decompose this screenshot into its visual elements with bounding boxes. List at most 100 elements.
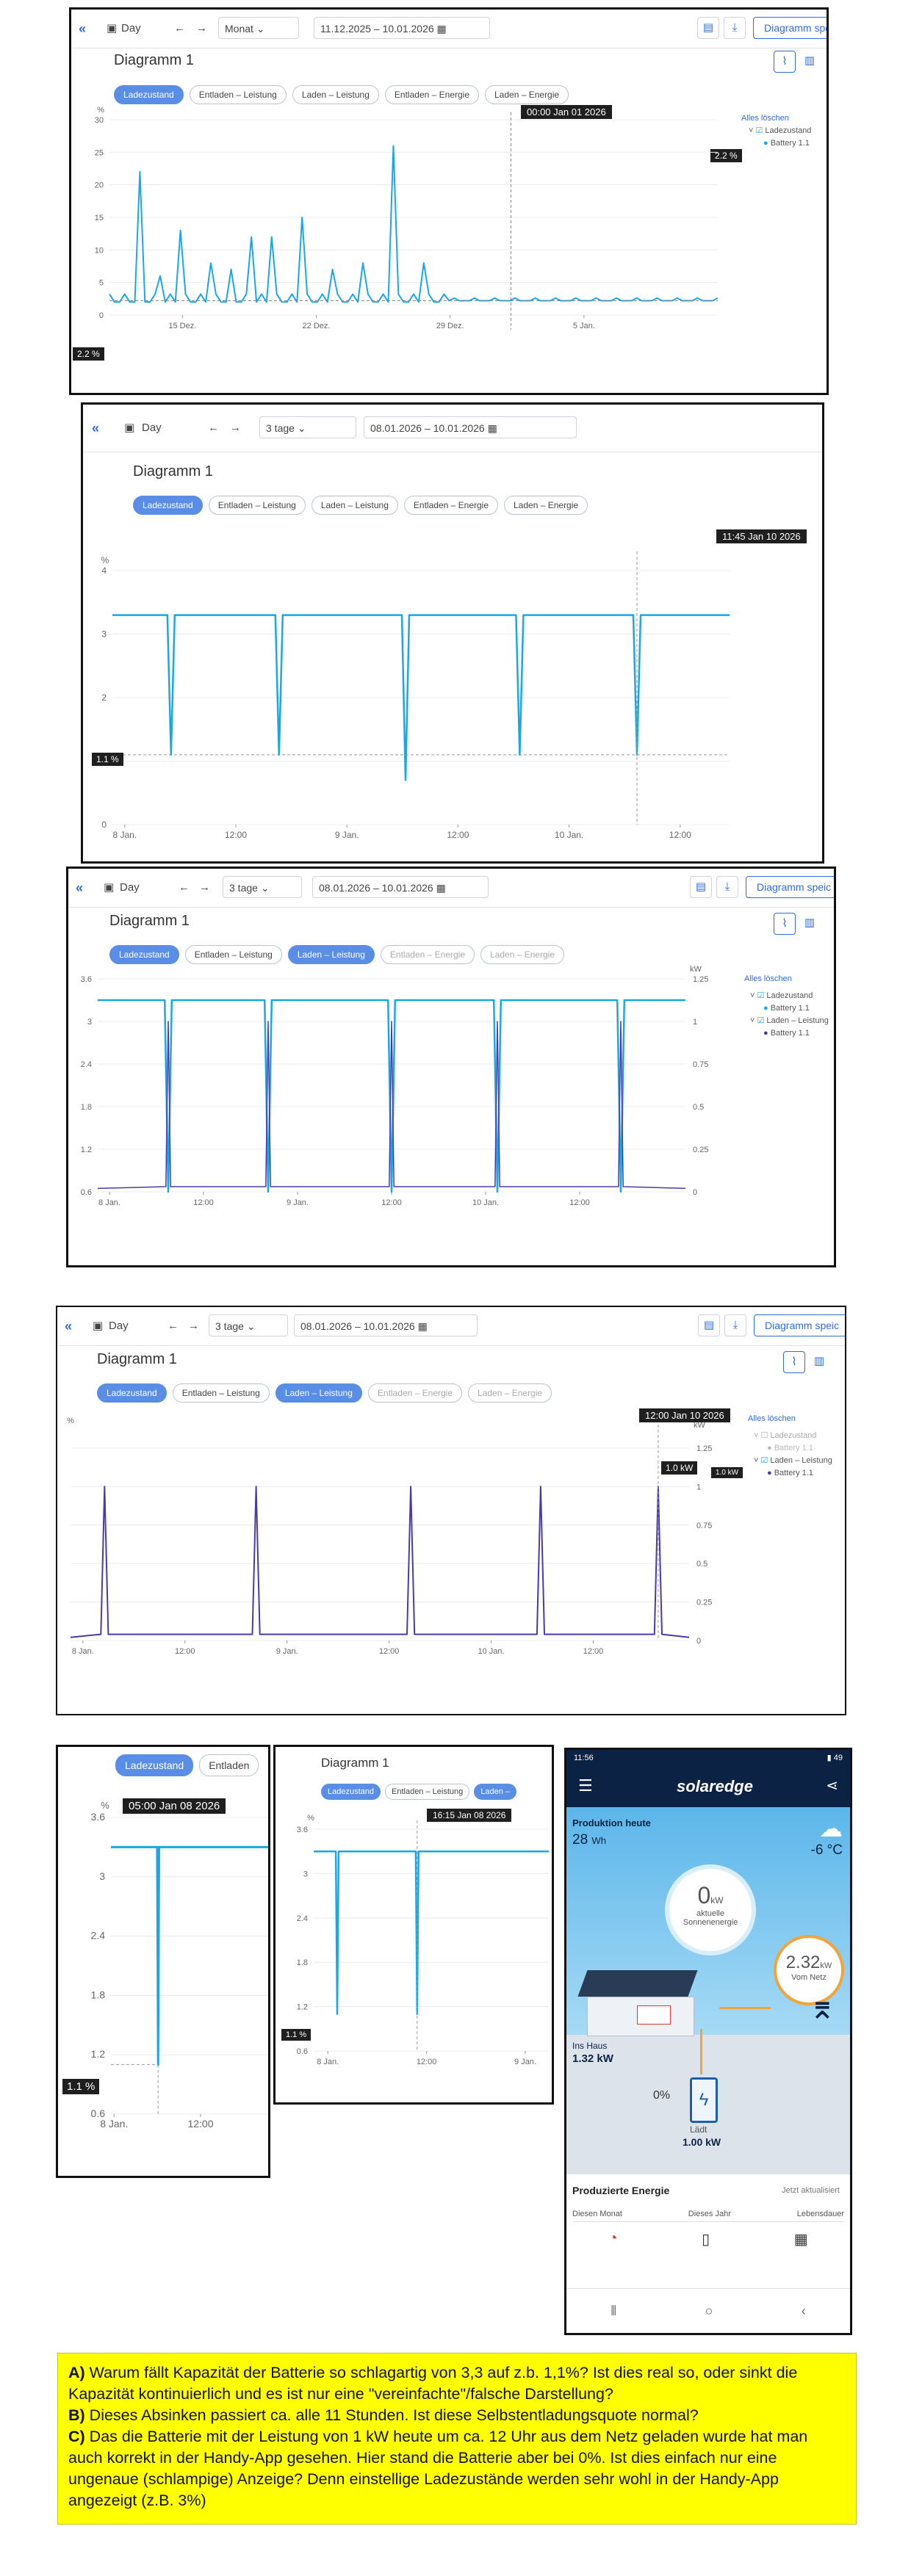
next-arrow-icon[interactable]: → xyxy=(196,22,207,35)
date-range-input[interactable]: 08.01.2026 – 10.01.2026 ▦ xyxy=(364,416,577,438)
download-icon[interactable]: ⤓ xyxy=(716,876,738,898)
legend-item-charge[interactable]: ● Battery 1.1 xyxy=(763,1029,810,1038)
line-chart-icon[interactable]: ⌇ xyxy=(774,51,796,73)
home-icon[interactable]: ○ xyxy=(705,2304,713,2318)
range-day[interactable]: Day xyxy=(142,422,162,434)
chip-ladezustand[interactable]: Ladezustand xyxy=(97,1383,167,1403)
toolbar: « ▣ Day ← → Monat ⌄ 11.12.2025 – 10.01.2… xyxy=(71,10,827,48)
chip-laden-leistung[interactable]: Laden – xyxy=(474,1784,517,1800)
question-a-text: Warum fällt Kapazität der Batterie so sc… xyxy=(68,2364,798,2403)
legend-clear-all[interactable]: Alles löschen xyxy=(748,1414,796,1423)
period-select[interactable]: 3 tage ⌄ xyxy=(259,416,356,438)
chip-ladezustand[interactable]: Ladezustand xyxy=(133,496,203,515)
chip-laden-energie[interactable]: Laden – Energie xyxy=(480,945,565,964)
chip-laden-leistung[interactable]: Laden – Leistung xyxy=(292,85,379,104)
chip-laden-energie[interactable]: Laden – Energie xyxy=(504,496,588,515)
legend-item[interactable]: ● Battery 1.1 xyxy=(763,139,810,148)
x-tick-label: 8 Jan. xyxy=(100,2118,128,2130)
bar-chart-icon[interactable]: ▥ xyxy=(813,1355,825,1367)
chip-entladen-leistung[interactable]: Entladen – Leistung xyxy=(385,1784,470,1800)
collapse-icon[interactable]: « xyxy=(65,1319,73,1334)
chip-entladen-leistung[interactable]: Entladen – Leistung xyxy=(184,945,282,964)
legend-item-charge[interactable]: ● Battery 1.1 xyxy=(767,1469,813,1477)
download-icon[interactable]: ⤓ xyxy=(724,1314,746,1336)
dashboard-icon[interactable]: ◔ xyxy=(608,2230,618,2246)
chip-entladen-energie[interactable]: Entladen – Energie xyxy=(367,1383,462,1403)
date-range-input[interactable]: 08.01.2026 – 10.01.2026 ▦ xyxy=(294,1314,478,1336)
legend-item-soc[interactable]: ● Battery 1.1 xyxy=(763,1004,810,1013)
chip-ladezustand[interactable]: Ladezustand xyxy=(321,1784,381,1800)
next-arrow-icon[interactable]: → xyxy=(230,422,241,434)
y2-tick-label: 1 xyxy=(693,1018,697,1027)
tab-month[interactable]: Diesen Monat xyxy=(572,2210,622,2218)
diagram-title: Diagramm 1 xyxy=(321,1756,389,1770)
save-diagram-button[interactable]: Diagramm speic xyxy=(746,876,834,898)
bar-chart-icon[interactable]: ▥ xyxy=(804,916,815,929)
next-arrow-icon[interactable]: → xyxy=(188,1320,199,1332)
legend-group-soc[interactable]: ˅ ☑ Ladezustand xyxy=(750,991,813,1000)
chip-entladen-leistung[interactable]: Entladen – Leistung xyxy=(172,1383,270,1403)
chip-laden-energie[interactable]: Laden – Energie xyxy=(485,85,569,104)
chip-ladezustand[interactable]: Ladezustand xyxy=(114,85,184,104)
legend-group[interactable]: ˅ ☑ Ladezustand xyxy=(749,126,812,135)
tab-year[interactable]: Dieses Jahr xyxy=(688,2210,731,2218)
save-icon[interactable]: ▤ xyxy=(690,876,712,898)
chip-entladen-energie[interactable]: Entladen – Energie xyxy=(403,496,498,515)
legend-clear-all[interactable]: Alles löschen xyxy=(744,974,792,983)
date-range-input[interactable]: 11.12.2025 – 10.01.2026 ▦ xyxy=(314,17,490,39)
screenshot-zoom-soc-a: Ladezustand Entladen 3.6 3 2.4 1.8 1.2 0.6 8 J… xyxy=(56,1745,270,2178)
production-unit: Wh xyxy=(591,1835,606,1846)
chip-laden-leistung[interactable]: Laden – Leistung xyxy=(287,945,375,964)
chip-entladen-leistung[interactable]: Entladen – Leistung xyxy=(208,496,306,515)
next-arrow-icon[interactable]: → xyxy=(199,881,210,894)
save-diagram-button[interactable]: Diagramm speic xyxy=(754,1314,845,1336)
chip-laden-leistung[interactable]: Laden – Leistung xyxy=(275,1383,362,1403)
line-chart-icon[interactable]: ⌇ xyxy=(774,913,796,935)
chip-entladen-energie[interactable]: Entladen – Energie xyxy=(384,85,479,104)
layout-icon[interactable]: ▦ xyxy=(793,2232,808,2248)
legend-group-soc-label: Ladezustand xyxy=(770,1431,817,1440)
legend-group-soc[interactable]: ˅ ☐ Ladezustand xyxy=(754,1431,817,1440)
device-icon[interactable]: ▯ xyxy=(702,2232,710,2248)
range-day[interactable]: Day xyxy=(120,881,140,894)
date-range-input[interactable]: 08.01.2026 – 10.01.2026 ▦ xyxy=(312,876,489,898)
prev-arrow-icon[interactable]: ← xyxy=(208,422,219,434)
collapse-icon[interactable]: « xyxy=(92,421,100,435)
chip-ladezustand[interactable]: Ladezustand xyxy=(109,945,179,964)
y-tick-label: 2.4 xyxy=(91,1930,106,1942)
save-icon[interactable]: ▤ xyxy=(697,17,719,39)
recent-apps-icon[interactable]: ⦀ xyxy=(611,2304,617,2318)
download-icon[interactable]: ⤓ xyxy=(724,17,746,39)
chip-entladen[interactable]: Entladen xyxy=(199,1754,259,1776)
tab-lifetime[interactable]: Lebensdauer xyxy=(796,2210,844,2218)
legend-clear-all[interactable]: Alles löschen xyxy=(741,114,789,123)
period-value: 3 tage xyxy=(266,422,295,434)
bar-chart-icon[interactable]: ▥ xyxy=(804,54,815,67)
line-chart-icon[interactable]: ⌇ xyxy=(783,1351,805,1373)
prev-arrow-icon[interactable]: ← xyxy=(174,22,185,35)
chart-3day-soc-charge: 3.6 3 2.4 1.8 1.2 0.6 1.25 1 0.75 0.5 0.25 0 8 Jan. 1… xyxy=(81,965,709,1207)
period-select[interactable]: Monat ⌄ xyxy=(218,17,299,39)
chip-entladen-energie[interactable]: Entladen – Energie xyxy=(380,945,475,964)
back-icon[interactable]: ‹ xyxy=(801,2304,806,2318)
legend-group-charge[interactable]: ˅ ☑ Laden – Leistung xyxy=(750,1016,829,1025)
prev-arrow-icon[interactable]: ← xyxy=(168,1320,179,1332)
save-diagram-button[interactable]: Diagramm spei xyxy=(753,17,827,39)
chip-entladen-leistung[interactable]: Entladen – Leistung xyxy=(189,85,287,104)
period-select[interactable]: 3 tage ⌄ xyxy=(209,1314,288,1336)
save-icon[interactable]: ▤ xyxy=(698,1314,720,1336)
prev-arrow-icon[interactable]: ← xyxy=(179,881,190,894)
y2-tick-label: 0.75 xyxy=(696,1522,712,1530)
menu-icon[interactable]: ☰ xyxy=(578,1776,593,1795)
period-select[interactable]: 3 tage ⌄ xyxy=(223,876,302,898)
range-day[interactable]: Day xyxy=(121,22,141,35)
chip-ladezustand[interactable]: Ladezustand xyxy=(115,1754,194,1776)
chip-laden-leistung[interactable]: Laden – Leistung xyxy=(311,496,398,515)
legend-item-soc[interactable]: ● Battery 1.1 xyxy=(767,1444,813,1452)
collapse-icon[interactable]: « xyxy=(76,880,84,895)
legend-group-charge[interactable]: ˅ ☑ Laden – Leistung xyxy=(754,1456,832,1465)
chip-laden-energie[interactable]: Laden – Energie xyxy=(468,1383,552,1403)
share-icon[interactable]: ⋖ xyxy=(826,1778,838,1794)
collapse-icon[interactable]: « xyxy=(79,21,87,36)
range-day[interactable]: Day xyxy=(109,1320,129,1332)
